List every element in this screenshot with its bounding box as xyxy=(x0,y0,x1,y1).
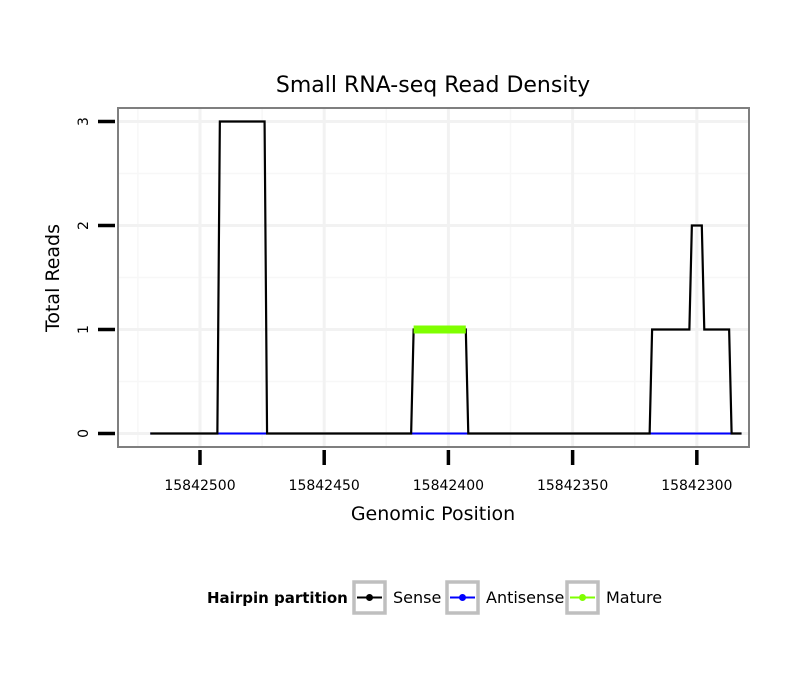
y-tick-label: 2 xyxy=(76,221,92,230)
x-tick-label: 15842450 xyxy=(289,478,360,494)
y-axis-title: Total Reads xyxy=(42,224,64,333)
x-axis: 15842500 15842450 15842400 15842350 15842300 xyxy=(164,450,732,494)
legend-title: Hairpin partition xyxy=(207,589,348,607)
y-tick-label: 0 xyxy=(76,429,92,438)
legend-label: Antisense xyxy=(486,588,564,607)
legend-item-antisense: Antisense xyxy=(445,580,564,615)
legend-key-point xyxy=(459,594,466,601)
legend-entries: Sense Antisense Mature xyxy=(352,580,662,615)
x-tick-label: 15842350 xyxy=(537,478,608,494)
x-tick-label: 15842500 xyxy=(164,478,235,494)
y-axis: 0 1 2 3 xyxy=(76,117,115,438)
grid-lines xyxy=(118,108,749,447)
legend-label: Sense xyxy=(393,588,441,607)
x-tick-label: 15842300 xyxy=(661,478,732,494)
x-axis-title: Genomic Position xyxy=(351,503,515,525)
x-tick-label: 15842400 xyxy=(413,478,484,494)
legend-item-sense: Sense xyxy=(352,580,441,615)
chart-title: Small RNA-seq Read Density xyxy=(276,73,590,98)
plot-border xyxy=(117,107,750,448)
legend: Hairpin partition Sense Antisense Mature xyxy=(207,580,662,615)
plot-area xyxy=(117,107,750,448)
legend-key-point xyxy=(366,594,373,601)
y-tick-label: 3 xyxy=(76,117,92,126)
legend-label: Mature xyxy=(606,588,662,607)
legend-item-mature: Mature xyxy=(565,580,662,615)
y-tick-label: 1 xyxy=(76,325,92,334)
series-lines xyxy=(150,120,742,435)
series-line-sense xyxy=(150,120,742,435)
legend-key-point xyxy=(579,594,586,601)
